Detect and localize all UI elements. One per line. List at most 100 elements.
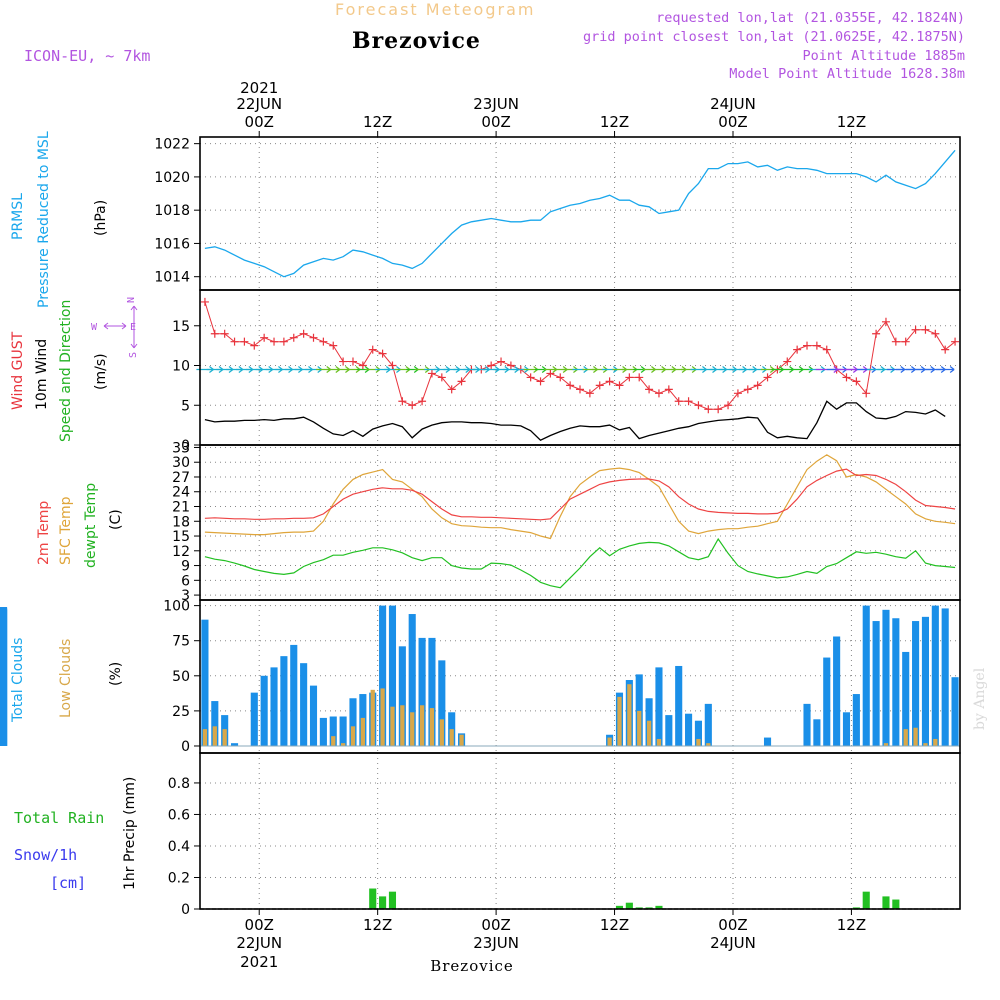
rain-bar [655,905,663,909]
low-cloud-bar [459,734,464,746]
total-cloud-bar [329,716,337,746]
total-cloud-bar [951,677,959,746]
total-cloud-bar [852,694,860,746]
low-cloud-bar [627,684,632,746]
hpa-label: (hPa) [93,200,109,236]
gust-marker [635,373,644,382]
gust-marker [931,329,940,338]
gust-marker [753,381,762,390]
pressure-line [204,149,956,278]
low-cloud-bar [360,717,365,746]
y-tick-label: 12 [172,544,190,560]
gust-marker [862,389,871,398]
y-tick-label: 33 [172,440,190,456]
total-cloud-bar [902,651,910,746]
low-cloud-bar [202,729,208,746]
time-axis-bottom-label: 12Z [363,916,392,934]
gust-marker [595,381,604,390]
low-cloud-bar [903,729,908,746]
pressure-labels: PRMSL Pressure Reduced to MSL (hPa) [10,131,109,308]
panel-frame [199,444,961,601]
grid-point-coords: grid point closest lon,lat (21.0625E, 42… [583,29,965,45]
total-cloud-bar [230,743,239,746]
gust-marker [368,345,377,354]
gust-marker [812,341,821,350]
low-cloud-bar [419,705,425,746]
low-cloud-bar [439,719,444,746]
gust-marker [260,333,269,342]
time-axis-top-label: 24JUN [710,95,756,113]
gust-marker [901,337,910,346]
gust-marker [437,373,446,382]
time-axis-bottom-label: 22JUN [236,934,282,952]
gust-marker [358,361,367,370]
total-cloud-bar [685,713,693,746]
low-cloud-bar [656,738,662,746]
gust-marker [714,405,723,414]
requested-coords: requested lon,lat (21.0355E, 42.1824N) [656,10,965,26]
gust-marker [319,337,328,346]
gust-marker [684,397,693,406]
gust-marker [378,349,387,358]
ms-label: (m/s) [93,353,109,390]
wind-gust-label: Wind GUST [10,331,26,410]
low-cloud-bar [331,736,336,746]
y-tick-label: 21 [172,500,190,516]
dewpt-temp-label: dewpt Temp [83,483,99,568]
gust-marker [743,385,752,394]
total-cloud-bar [665,715,673,746]
gust-marker [388,361,397,370]
precip-labels: Total Rain Snow/1h [cm] 1hr Precip (mm) [14,777,138,892]
low-cloud-bar [696,738,701,746]
total-cloud-bar [339,716,347,746]
y-tick-label: 100 [163,599,190,615]
compass-s: S [128,352,139,358]
meteogram-super-title: Forecast Meteogram [335,0,535,19]
total-cloud-bar [704,703,712,746]
y-tick-label: 6 [181,573,190,589]
gust-marker [842,373,851,382]
total-cloud-bar [280,656,288,746]
gust-marker [733,389,742,398]
y-tick-label: 0 [181,739,190,755]
total-cloud-bar [941,608,949,746]
rain-bar [369,888,377,909]
wind-line [204,400,946,441]
total-cloud-bar [803,703,811,746]
rain-bar [379,896,387,909]
time-axis-top-label: 23JUN [473,95,519,113]
low-clouds-label: Low Clouds [58,639,74,718]
model-label: ICON-EU, ~ 7km [24,47,150,65]
panel-frame [199,136,961,291]
gust-marker [536,377,545,386]
low-cloud-bar [370,689,375,746]
gust-marker [822,345,831,354]
gust-marker [398,397,407,406]
time-axis-top-label: 2021 [240,79,278,97]
wind-speed-dir-label: Speed and Direction [58,300,74,442]
y-tick-label: 18 [172,514,190,530]
gust-marker [654,389,663,398]
total-cloud-bar [694,720,702,746]
temp-2m-label: 2m Temp [36,501,52,565]
model-altitude: Model Point Altitude 1628.38m [729,66,965,82]
y-tick-label: 15 [172,319,190,335]
rain-bar [862,891,870,909]
total-cloud-bar [438,660,446,746]
total-cloud-bar [290,644,298,746]
low-cloud-bar [637,710,642,746]
y-tick-label: 1014 [154,270,190,286]
temp-2m-line [204,468,956,521]
footer-station: Brezovice [430,957,514,975]
y-tick-label: 3 [181,588,190,604]
time-axis-bottom-label: 00Z [245,916,274,934]
gust-marker [487,361,496,370]
y-tick-label: 1022 [154,137,190,153]
time-axis-bottom-label: 2021 [240,953,278,971]
gust-marker [645,385,654,394]
gust-marker [210,329,219,338]
total-cloud-bar [201,619,209,746]
total-cloud-bar [418,637,426,746]
gust-marker [220,329,229,338]
gust-marker [506,361,515,370]
